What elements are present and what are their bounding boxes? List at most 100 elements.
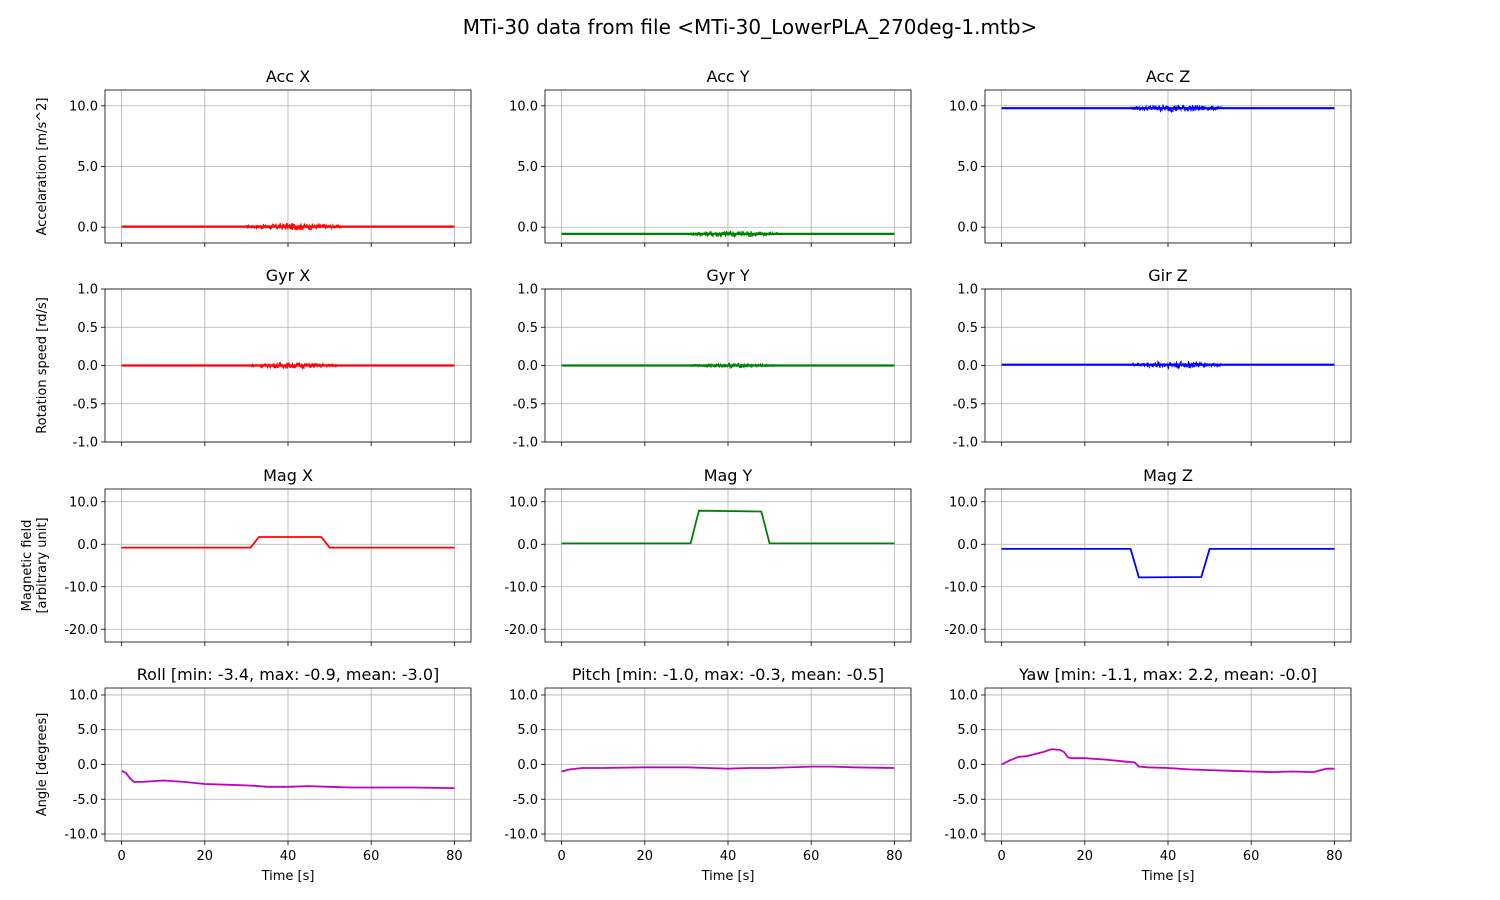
y-tick-label: 0.0 bbox=[957, 758, 978, 773]
subplot-2: 0.0 5.0 10.0 Acc Y bbox=[509, 67, 912, 247]
y-tick-label: 10.0 bbox=[69, 99, 98, 114]
y-tick-label: 10.0 bbox=[949, 99, 978, 114]
series-line bbox=[1001, 548, 1335, 579]
subplot-4: -1.0 -0.5 0.0 0.5 1.0 Gyr X Rotation speed [rd… bbox=[35, 266, 472, 451]
y-tick-label: 0.0 bbox=[77, 221, 98, 236]
y-tick-label: -10.0 bbox=[944, 828, 978, 843]
y-tick-label: 0.0 bbox=[957, 538, 978, 553]
x-tick-label: 20 bbox=[637, 849, 654, 864]
y-tick-label: 1.0 bbox=[517, 283, 538, 298]
subplot-title: Pitch [min: -1.0, max: -0.3, mean: -0.5] bbox=[572, 665, 884, 684]
y-axis-label: Angle [degrees] bbox=[35, 713, 50, 817]
y-tick-label: 5.0 bbox=[77, 723, 98, 738]
x-tick-label: 40 bbox=[720, 849, 737, 864]
x-axis-label: Time [s] bbox=[701, 869, 755, 884]
y-tick-label: 10.0 bbox=[509, 99, 538, 114]
x-tick-label: 80 bbox=[446, 849, 463, 864]
subplot-8: -20.0 -10.0 0.0 10.0 Mag Y bbox=[504, 466, 912, 646]
y-tick-label: 0.5 bbox=[517, 321, 538, 336]
y-tick-label: -0.5 bbox=[953, 397, 978, 412]
x-tick-label: 20 bbox=[197, 849, 214, 864]
y-tick-label: -5.0 bbox=[953, 793, 978, 808]
y-tick-label: -0.5 bbox=[513, 397, 538, 412]
x-tick-label: 40 bbox=[1160, 849, 1177, 864]
y-tick-label: 10.0 bbox=[509, 688, 538, 703]
subplot-9: -20.0 -10.0 0.0 10.0 Mag Z bbox=[944, 466, 1352, 646]
y-axis-label: Accelaration [m/s^2] bbox=[35, 97, 50, 235]
x-tick-label: 60 bbox=[363, 849, 380, 864]
subplot-12: -10.0 -5.0 0.0 5.0 10.0 0 20 40 60 80 Yaw [min: -1… bbox=[944, 665, 1352, 884]
y-tick-label: 0.0 bbox=[517, 221, 538, 236]
y-tick-label: -0.5 bbox=[73, 397, 98, 412]
y-tick-label: -20.0 bbox=[504, 623, 538, 638]
y-tick-label: 10.0 bbox=[949, 688, 978, 703]
series-line bbox=[121, 769, 455, 789]
y-tick-label: 1.0 bbox=[77, 283, 98, 298]
series-noise bbox=[690, 230, 779, 239]
y-tick-label: -20.0 bbox=[64, 623, 98, 638]
series-line bbox=[121, 536, 455, 549]
y-tick-label: 5.0 bbox=[957, 723, 978, 738]
subplot-6: -1.0 -0.5 0.0 0.5 1.0 Gir Z bbox=[953, 266, 1352, 451]
y-tick-label: 10.0 bbox=[949, 495, 978, 510]
y-tick-label: 1.0 bbox=[957, 283, 978, 298]
x-tick-label: 20 bbox=[1077, 849, 1094, 864]
y-tick-label: 0.0 bbox=[77, 359, 98, 374]
y-tick-label: 0.0 bbox=[517, 538, 538, 553]
subplot-title: Mag Z bbox=[1143, 466, 1193, 485]
subplot-title: Mag Y bbox=[704, 466, 753, 485]
x-tick-label: 60 bbox=[803, 849, 820, 864]
subplot-title: Mag X bbox=[263, 466, 313, 485]
x-axis-label: Time [s] bbox=[1141, 869, 1195, 884]
y-tick-label: 0.5 bbox=[77, 321, 98, 336]
y-tick-label: 5.0 bbox=[957, 160, 978, 175]
x-axis-label: Time [s] bbox=[261, 869, 315, 884]
y-tick-label: 0.0 bbox=[77, 538, 98, 553]
y-tick-label: 0.0 bbox=[517, 359, 538, 374]
y-tick-label: 5.0 bbox=[517, 723, 538, 738]
subplot-title: Gir Z bbox=[1148, 266, 1188, 285]
y-tick-label: -10.0 bbox=[944, 580, 978, 595]
subplot-title: Acc X bbox=[266, 67, 310, 86]
y-tick-label: -20.0 bbox=[944, 623, 978, 638]
y-tick-label: 0.0 bbox=[957, 359, 978, 374]
subplot-10: -10.0 -5.0 0.0 5.0 10.0 0 20 40 60 80 Roll [min: -… bbox=[35, 665, 472, 884]
x-tick-label: 0 bbox=[117, 849, 125, 864]
y-tick-label: -10.0 bbox=[504, 580, 538, 595]
x-tick-label: 0 bbox=[997, 849, 1005, 864]
subplot-title: Gyr X bbox=[266, 266, 311, 285]
subplot-title: Yaw [min: -1.1, max: 2.2, mean: -0.0] bbox=[1018, 665, 1317, 684]
y-tick-label: -5.0 bbox=[513, 793, 538, 808]
x-tick-label: 80 bbox=[1326, 849, 1343, 864]
series-line bbox=[1001, 748, 1335, 773]
subplot-1: 0.0 5.0 10.0 Acc X Accelaration [m/s^2] bbox=[35, 67, 472, 247]
y-tick-label: -10.0 bbox=[64, 580, 98, 595]
series-line bbox=[561, 765, 895, 773]
y-tick-label: -10.0 bbox=[64, 828, 98, 843]
y-tick-label: 0.0 bbox=[957, 221, 978, 236]
y-tick-label: -5.0 bbox=[73, 793, 98, 808]
subplot-grid: 0.0 5.0 10.0 Acc X Accelaration [m/s^2] 0.0 5.… bbox=[20, 67, 1352, 884]
y-tick-label: 5.0 bbox=[517, 160, 538, 175]
subplot-3: 0.0 5.0 10.0 Acc Z bbox=[949, 67, 1352, 247]
y-tick-label: 5.0 bbox=[77, 160, 98, 175]
subplot-7: -20.0 -10.0 0.0 10.0 Mag X Magnetic field[arb… bbox=[20, 466, 472, 646]
y-tick-label: -1.0 bbox=[953, 436, 978, 451]
subplot-11: -10.0 -5.0 0.0 5.0 10.0 0 20 40 60 80 Pitch [min: … bbox=[504, 665, 912, 884]
subplot-title: Gyr Y bbox=[706, 266, 750, 285]
y-tick-label: -1.0 bbox=[513, 436, 538, 451]
x-tick-label: 60 bbox=[1243, 849, 1260, 864]
y-tick-label: 0.0 bbox=[77, 758, 98, 773]
subplot-5: -1.0 -0.5 0.0 0.5 1.0 Gyr Y bbox=[513, 266, 912, 451]
x-tick-label: 80 bbox=[886, 849, 903, 864]
y-tick-label: 10.0 bbox=[509, 495, 538, 510]
y-tick-label: 10.0 bbox=[69, 688, 98, 703]
y-tick-label: 0.0 bbox=[517, 758, 538, 773]
y-tick-label: -10.0 bbox=[504, 828, 538, 843]
y-axis-label: Rotation speed [rd/s] bbox=[35, 297, 50, 434]
figure-title: MTi-30 data from file <MTi-30_LowerPLA_2… bbox=[463, 15, 1038, 39]
y-tick-label: -1.0 bbox=[73, 436, 98, 451]
x-tick-label: 40 bbox=[280, 849, 297, 864]
